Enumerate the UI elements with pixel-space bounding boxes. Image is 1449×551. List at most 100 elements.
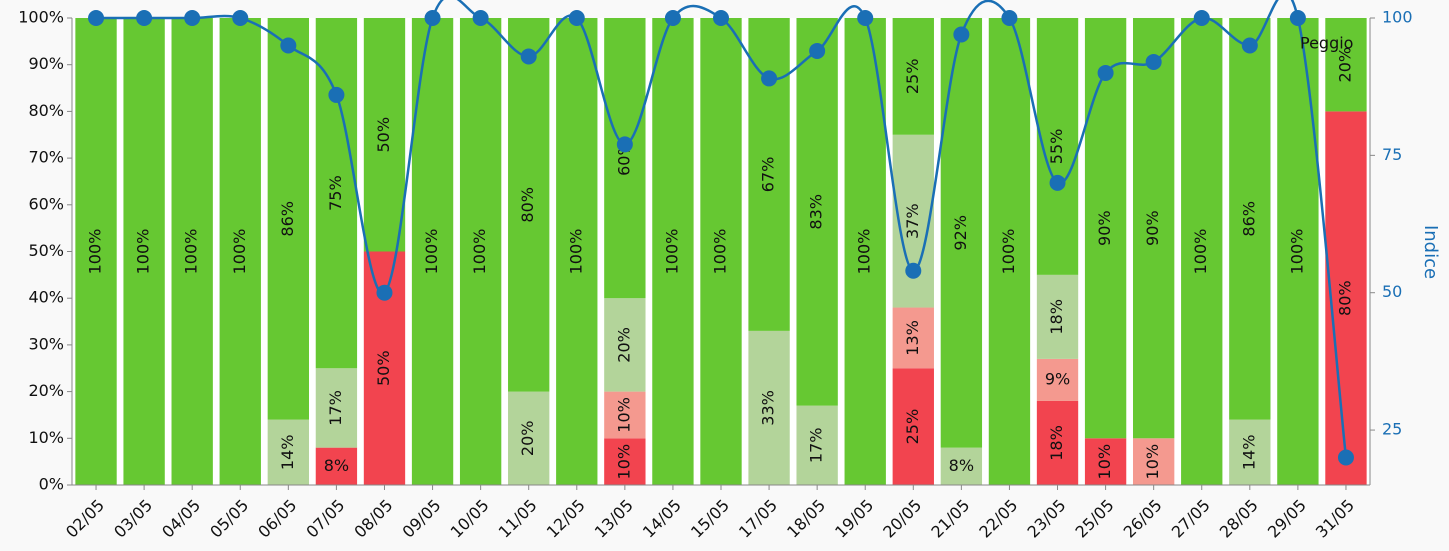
bar-segment (652, 18, 694, 485)
value-label: 8% (324, 456, 349, 475)
y-tick-label: 100% (18, 8, 64, 27)
x-tick-label: 25/05 (1072, 496, 1118, 542)
x-tick-label: 02/05 (62, 496, 108, 542)
x-tick-label: 04/05 (158, 496, 204, 542)
value-label: 37% (903, 203, 922, 239)
y-tick-label: 10% (28, 428, 64, 447)
y2-tick-label: 75 (1382, 145, 1402, 164)
x-tick-label: 17/05 (735, 496, 781, 542)
bar-segment (604, 18, 646, 299)
y-tick-label: 50% (28, 241, 64, 260)
x-tick-label: 19/05 (831, 496, 877, 542)
bar-segment (556, 18, 598, 485)
y-tick-label: 60% (28, 194, 64, 213)
index-point (1289, 10, 1306, 26)
bar-segment (892, 368, 934, 485)
value-label: 83% (807, 194, 826, 230)
bar-segment (940, 18, 983, 448)
bar-segment (315, 18, 358, 369)
value-label: 80% (1335, 280, 1354, 316)
bar-segment (1084, 438, 1127, 485)
bar-segment (940, 447, 983, 485)
value-label: 33% (759, 390, 778, 426)
value-label: 50% (374, 350, 393, 386)
value-label: 10% (1143, 444, 1162, 480)
value-label: 55% (1047, 129, 1066, 165)
y2-tick-label: 100 (1382, 8, 1413, 27)
legend-label: Peggio (1300, 34, 1353, 53)
index-point (472, 10, 489, 26)
x-tick-label: 13/05 (591, 496, 637, 542)
value-label: 10% (614, 444, 633, 480)
bar-segment (508, 18, 550, 392)
index-point (1145, 53, 1162, 70)
index-point (1001, 10, 1018, 26)
index-point (232, 10, 249, 26)
bar-segment (604, 298, 646, 392)
bar-segment (1325, 111, 1367, 486)
x-tick-label: 07/05 (302, 496, 348, 542)
index-point (953, 26, 970, 43)
bar-segment (796, 405, 838, 485)
x-tick-label: 28/05 (1216, 496, 1262, 542)
x-tick-label: 31/05 (1312, 496, 1358, 542)
value-label: 92% (951, 215, 970, 251)
x-tick-label: 27/05 (1168, 496, 1214, 542)
bar-segment (604, 391, 646, 439)
bar-segment (1084, 18, 1127, 439)
bar-segment (892, 18, 934, 135)
x-tick-label: 20/05 (879, 496, 925, 542)
value-label: 100% (182, 229, 201, 275)
bar-segment (1132, 438, 1175, 485)
value-label: 13% (903, 320, 922, 356)
value-label: 10% (614, 397, 633, 433)
index-point (136, 10, 153, 26)
value-label: 100% (566, 229, 585, 275)
bar-segment (844, 18, 886, 485)
value-label: 17% (326, 390, 345, 426)
bar-segment (1277, 18, 1319, 485)
y-tick-label: 80% (28, 101, 64, 120)
value-label: 100% (999, 229, 1018, 275)
bar-segment (748, 18, 790, 331)
value-label: 86% (278, 201, 297, 237)
index-point (616, 136, 633, 153)
y-tick-label: 40% (28, 288, 64, 307)
value-label: 75% (326, 175, 345, 211)
index-point (376, 284, 393, 301)
bars: 100% 100% 100% 100% 14% 86% 8% 17% 75% 50% 50% 100%… (75, 0, 1367, 486)
x-tick-label: 06/05 (254, 496, 300, 542)
value-label: 100% (662, 229, 681, 275)
index-point (809, 42, 826, 59)
bar-segment (267, 18, 310, 420)
x-tick-label: 09/05 (399, 496, 445, 542)
index-point (568, 10, 585, 26)
x-tick-label: 18/05 (783, 496, 829, 542)
value-label: 18% (1047, 299, 1066, 335)
index-point (328, 86, 345, 103)
index-point (424, 10, 441, 26)
y2-axis-label: Indice (1420, 225, 1441, 279)
bar-segment (892, 307, 934, 369)
x-tick-label: 05/05 (206, 496, 252, 542)
value-label: 25% (903, 59, 922, 95)
y-tick-label: 0% (39, 475, 64, 494)
bar-segment (1325, 18, 1367, 112)
index-point (1193, 10, 1210, 26)
bar-segment (604, 438, 646, 485)
index-point (1337, 449, 1354, 466)
x-tick-label: 22/05 (975, 496, 1021, 542)
bar-segment (748, 330, 790, 485)
bar-segment (508, 391, 550, 485)
value-label: 20% (614, 327, 633, 363)
index-point (713, 10, 729, 26)
index-point (857, 10, 874, 26)
value-label: 100% (470, 229, 489, 275)
bar-segment (1229, 419, 1271, 485)
x-tick-label: 26/05 (1120, 496, 1166, 542)
x-tick-label: 11/05 (495, 496, 541, 542)
value-label: 100% (711, 229, 730, 275)
value-label: 8% (949, 456, 974, 475)
index-point (280, 37, 297, 54)
